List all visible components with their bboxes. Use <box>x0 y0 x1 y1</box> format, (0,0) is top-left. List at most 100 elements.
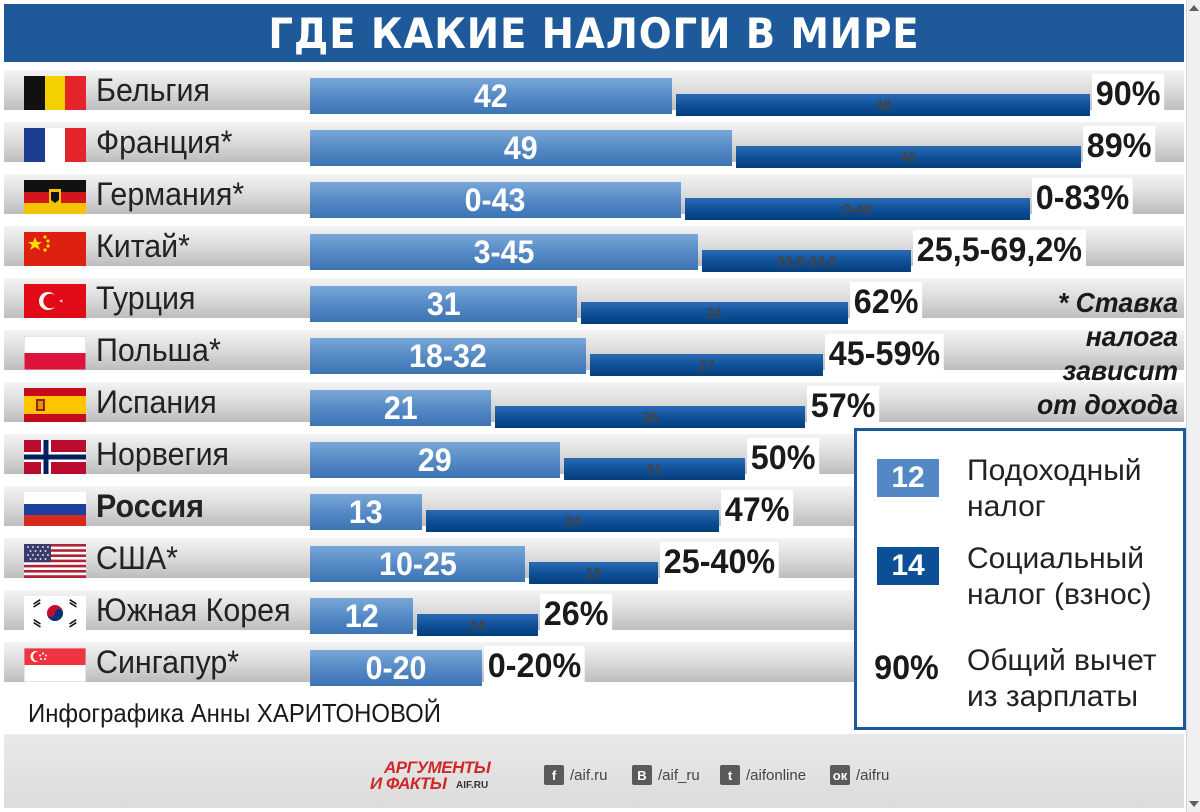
social-tax-bar: 21 <box>564 458 745 480</box>
income-tax-bar: 10-25 <box>310 546 525 582</box>
social-handle: /aif.ru <box>570 766 608 784</box>
total-tax-label: 0-83% <box>1032 178 1133 218</box>
vk-icon: В <box>632 765 652 785</box>
legend-swatch: 12 <box>877 459 939 497</box>
total-tax-label: 89% <box>1083 126 1156 166</box>
social-tax-bar: 40 <box>736 146 1081 168</box>
turkey-flag <box>24 284 86 318</box>
social-link[interactable]: ок/aifru <box>830 764 889 786</box>
income-tax-label: 10-25 <box>378 546 457 582</box>
norway-flag <box>24 440 86 474</box>
social-link[interactable]: t/aifonline <box>720 764 806 786</box>
total-tax-label: 25,5-69,2% <box>913 230 1086 270</box>
country-name: Южная Корея <box>96 592 291 628</box>
twitter-icon: t <box>720 765 740 785</box>
vertical-scrollbar[interactable] <box>1186 0 1200 812</box>
country-row: Испания 21 36 57% <box>4 376 1184 428</box>
logo-domain: AIF.RU <box>456 780 489 791</box>
social-tax-bar: 27 <box>590 354 823 376</box>
legend-label: Общий вычет из зарплаты <box>967 644 1157 713</box>
income-tax-label: 12 <box>344 598 379 634</box>
social-tax-bar: 0-40 <box>685 198 1030 220</box>
scroll-down-arrow-icon[interactable] <box>1189 801 1199 807</box>
logo-line-1: АРГУМЕНТЫ <box>384 758 491 777</box>
total-tax-label: 57% <box>807 386 880 426</box>
country-name: Германия* <box>96 176 245 212</box>
social-tax-bar: 15 <box>529 562 658 584</box>
income-tax-bar: 0-20 <box>310 650 482 686</box>
country-row: Турция 31 31 62% <box>4 272 1184 324</box>
social-tax-label: 14 <box>469 616 486 634</box>
usa-flag <box>24 544 86 578</box>
country-name: Норвегия <box>96 436 230 472</box>
page-title: ГДЕ КАКИЕ НАЛОГИ В МИРЕ <box>268 8 920 58</box>
country-row: Бельгия 42 48 90% <box>4 64 1184 116</box>
total-tax-label: 50% <box>747 438 820 478</box>
country-name: США* <box>96 540 178 576</box>
income-tax-bar: 3-45 <box>310 234 698 270</box>
social-tax-bar: 34 <box>426 510 719 532</box>
footnote-line: * Ставка <box>1057 287 1178 318</box>
social-handle: /aif_ru <box>658 766 700 784</box>
chart-area: Сингапур* 0-20 0-20% Южная Корея 12 14 26% США*… <box>4 64 1186 732</box>
country-name: Китай* <box>96 228 190 264</box>
title-banner: ГДЕ КАКИЕ НАЛОГИ В МИРЕ <box>4 4 1184 62</box>
country-name: Бельгия <box>96 72 210 108</box>
income-tax-bar: 18-32 <box>310 338 586 374</box>
income-tax-label: 0-20 <box>365 650 427 686</box>
odnoklassniki-icon: ок <box>830 765 850 785</box>
germany-flag <box>24 180 86 214</box>
footnote-line: налога <box>1085 321 1178 352</box>
social-tax-bar: 48 <box>676 94 1090 116</box>
income-tax-label: 49 <box>504 130 538 166</box>
social-tax-label: 21 <box>646 460 663 478</box>
social-handle: /aifonline <box>746 766 807 784</box>
total-tax-label: 26% <box>540 594 613 634</box>
country-row: Германия* 0-43 0-40 0-83% <box>4 168 1184 220</box>
social-link[interactable]: f/aif.ru <box>544 764 608 786</box>
country-row: Франция* 49 40 89% <box>4 116 1184 168</box>
social-tax-label: 31 <box>706 304 723 322</box>
income-tax-label: 31 <box>426 286 461 322</box>
footer: АРГУМЕНТЫ И ФАКТЫ AIF.RU f/aif.ru В/aif_r… <box>4 734 1184 808</box>
country-name: Испания <box>96 384 217 420</box>
income-tax-label: 29 <box>418 442 452 478</box>
country-name: Турция <box>96 280 196 316</box>
social-tax-bar: 31 <box>581 302 848 324</box>
income-tax-label: 3-45 <box>473 234 535 270</box>
income-tax-bar: 12 <box>310 598 413 634</box>
income-tax-bar: 13 <box>310 494 422 530</box>
income-tax-label: 13 <box>349 494 383 530</box>
country-name: Россия <box>96 488 204 524</box>
facebook-icon: f <box>544 765 564 785</box>
legend-label: Социальный налог (взнос) <box>967 542 1152 611</box>
social-tax-label: 48 <box>875 96 891 114</box>
social-tax-bar: 22,5-24,2 <box>702 250 911 272</box>
france-flag <box>24 128 86 162</box>
scroll-up-arrow-icon[interactable] <box>1189 5 1199 11</box>
total-tax-label: 47% <box>721 490 794 530</box>
country-name: Сингапур* <box>96 644 240 680</box>
social-tax-label: 40 <box>900 148 917 166</box>
legend: 12 Подоходный налог 14 Социальный налог (вз… <box>854 428 1186 730</box>
social-tax-label: 15 <box>585 564 602 582</box>
total-tax-label: 62% <box>850 282 923 322</box>
social-tax-label: 27 <box>698 356 715 374</box>
legend-swatch: 14 <box>877 547 939 585</box>
social-tax-label: 0-40 <box>843 200 872 218</box>
social-handle: /aifru <box>856 766 890 784</box>
income-tax-bar: 0-43 <box>310 182 681 218</box>
aif-logo[interactable]: АРГУМЕНТЫ И ФАКТЫ AIF.RU <box>370 756 500 796</box>
social-tax-label: 36 <box>642 408 658 426</box>
income-tax-label: 42 <box>474 78 508 114</box>
social-tax-label: 22,5-24,2 <box>776 252 837 270</box>
country-row: Польша* 18-32 27 45-59% <box>4 324 1184 376</box>
spain-flag <box>24 388 86 422</box>
country-name: Польша* <box>96 332 221 368</box>
income-tax-label: 0-43 <box>465 182 526 218</box>
income-tax-bar: 31 <box>310 286 577 322</box>
social-link[interactable]: В/aif_ru <box>632 764 700 786</box>
total-tax-label: 90% <box>1092 74 1165 114</box>
china-flag <box>24 232 86 266</box>
